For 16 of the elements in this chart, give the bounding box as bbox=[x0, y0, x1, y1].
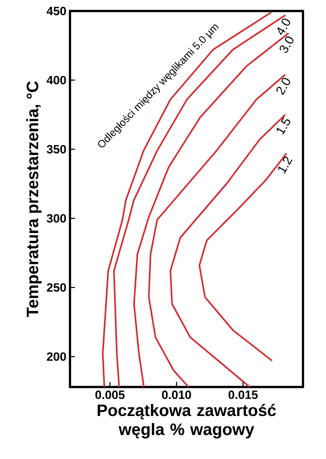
x-tick-label: 0.015 bbox=[228, 390, 258, 400]
text: 4.0 bbox=[277, 18, 290, 36]
y-tick-label: 450 bbox=[46, 6, 66, 16]
y-tick-label: 250 bbox=[46, 283, 66, 292]
y-tick-label: 400 bbox=[46, 76, 66, 84]
y-tick-label: 300 bbox=[46, 214, 66, 223]
y-tick-label: 200 bbox=[46, 352, 66, 361]
text: 1.5 bbox=[276, 117, 290, 135]
text: 1.2 bbox=[278, 156, 292, 174]
x-tick-label: 0.005 bbox=[95, 390, 125, 400]
x-axis-title: Początkowa zawartość węgla % wagowy bbox=[98, 404, 276, 438]
text: 2.0 bbox=[276, 78, 290, 96]
y-axis-title: Temperatura przestarzenia, °C bbox=[26, 81, 42, 318]
x-tick-label: 0.010 bbox=[162, 390, 192, 400]
text: 3.0 bbox=[280, 36, 294, 53]
y-tick-label: 350 bbox=[46, 144, 66, 154]
